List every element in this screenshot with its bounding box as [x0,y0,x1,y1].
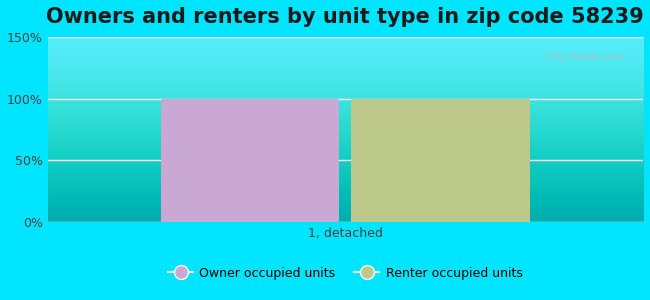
Bar [161,99,339,222]
Legend: Owner occupied units, Renter occupied units: Owner occupied units, Renter occupied un… [163,262,528,285]
Title: Owners and renters by unit type in zip code 58239: Owners and renters by unit type in zip c… [47,7,644,27]
Bar [351,99,530,222]
Text: City-Data.com: City-Data.com [546,52,625,62]
